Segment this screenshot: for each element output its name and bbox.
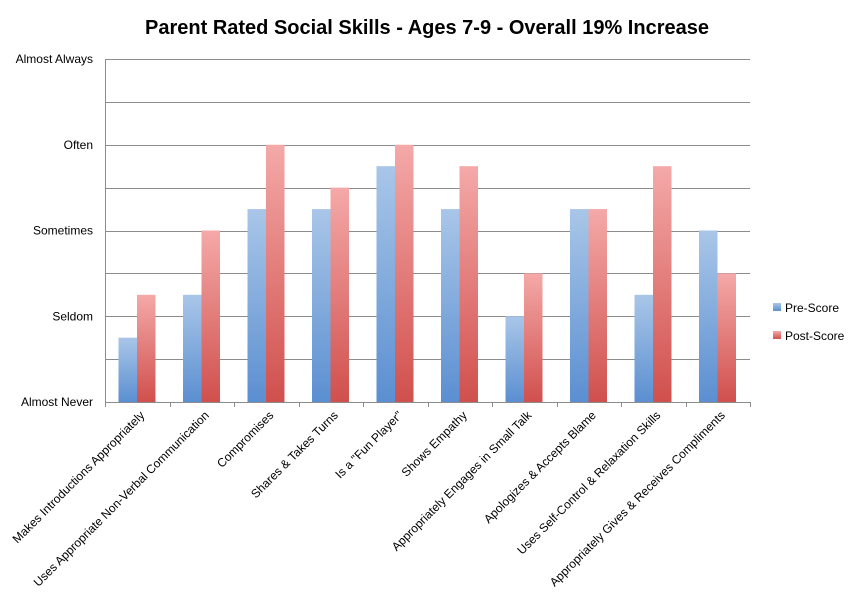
bar-post-score-3 xyxy=(266,144,285,402)
legend: Pre-Score Post-Score xyxy=(773,301,845,343)
y-tick-labels: Almost Never Seldom Sometimes Often Almost A… xyxy=(16,52,93,409)
legend-item-post-score: Post-Score xyxy=(773,329,845,343)
axes xyxy=(105,59,751,407)
bar-pre-score-4 xyxy=(312,209,331,402)
legend-swatch xyxy=(773,331,781,339)
bar-post-score-1 xyxy=(137,294,156,402)
bar-pre-score-5 xyxy=(376,166,395,402)
y-tick-label: Seldom xyxy=(52,309,93,323)
bar-pre-score-1 xyxy=(118,337,137,402)
bars xyxy=(118,144,736,402)
bar-post-score-6 xyxy=(459,166,478,402)
x-tick-label: Makes Introductions Appropriately xyxy=(10,408,148,546)
x-tick-label: Uses Self-Control & Relaxation Skills xyxy=(514,408,663,557)
bar-pre-score-8 xyxy=(570,209,589,402)
bar-post-score-2 xyxy=(201,230,220,402)
x-tick-label: Appropriately Engages in Small Talk xyxy=(389,408,535,554)
y-tick-label: Almost Always xyxy=(16,52,93,66)
bar-pre-score-6 xyxy=(441,209,460,402)
bar-post-score-5 xyxy=(395,144,414,402)
legend-swatch xyxy=(773,303,781,311)
y-tick-label: Often xyxy=(64,138,93,152)
bar-pre-score-3 xyxy=(247,209,266,402)
x-tick-label: Compromises xyxy=(214,408,276,470)
bar-post-score-8 xyxy=(588,209,607,402)
bar-post-score-10 xyxy=(717,273,736,402)
bar-pre-score-10 xyxy=(699,230,718,402)
legend-label: Pre-Score xyxy=(785,301,839,315)
bar-pre-score-2 xyxy=(183,294,202,402)
x-tick-label: Apologizes & Accepts Blame xyxy=(481,408,599,526)
x-tick-label: Is a "Fun Player" xyxy=(332,408,405,481)
legend-label: Post-Score xyxy=(785,329,845,343)
y-tick-label: Almost Never xyxy=(21,395,93,409)
bar-pre-score-9 xyxy=(634,294,653,402)
bar-post-score-9 xyxy=(653,166,672,402)
x-tick-label: Shows Empathy xyxy=(399,408,470,479)
bar-post-score-4 xyxy=(330,187,349,402)
legend-item-pre-score: Pre-Score xyxy=(773,301,839,315)
bar-post-score-7 xyxy=(524,273,543,402)
y-tick-label: Sometimes xyxy=(33,224,93,238)
chart-title: Parent Rated Social Skills - Ages 7-9 - … xyxy=(145,17,709,39)
bar-pre-score-7 xyxy=(505,316,524,402)
